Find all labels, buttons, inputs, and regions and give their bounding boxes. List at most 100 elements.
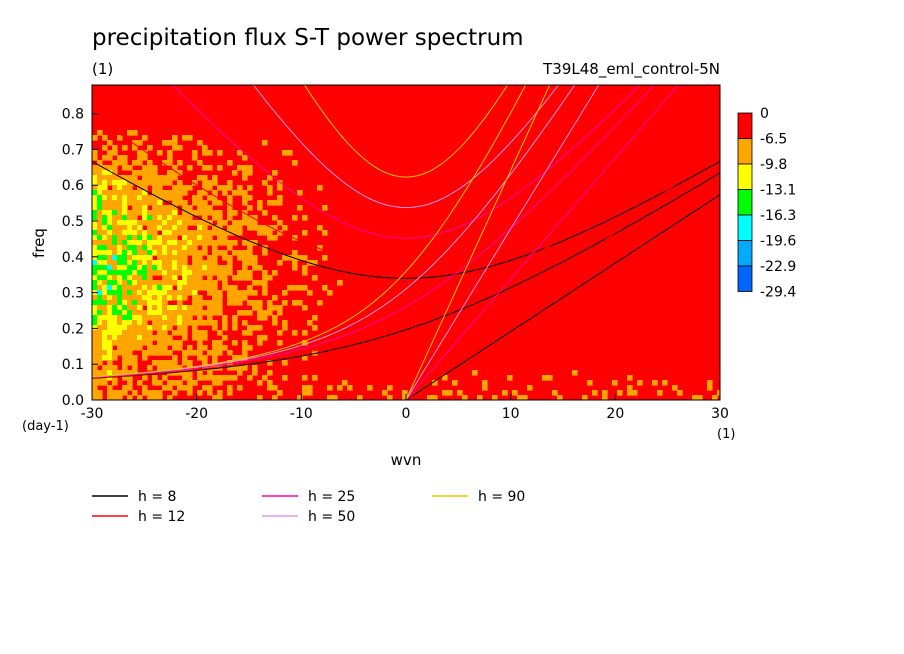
contour-cell [217, 340, 223, 346]
contour-cell [117, 280, 123, 286]
contour-cell [102, 355, 108, 361]
contour-cell [182, 350, 188, 356]
contour-cell [142, 280, 148, 286]
contour-cell [167, 360, 173, 366]
contour-cell [162, 260, 168, 266]
contour-cell [137, 140, 143, 146]
contour-cell [292, 235, 298, 241]
contour-cell [237, 185, 243, 191]
colorbar-label: -29.4 [760, 285, 796, 301]
contour-cell [202, 180, 208, 186]
contour-cell [147, 195, 153, 201]
contour-cell [162, 140, 168, 146]
contour-cell [122, 345, 128, 351]
contour-cell [297, 300, 303, 306]
contour-cell [102, 205, 108, 211]
contour-cell [617, 390, 623, 396]
contour-cell [127, 225, 133, 231]
units-label: (1) [92, 60, 113, 78]
contour-cell [242, 290, 248, 296]
contour-cell [302, 355, 308, 361]
contour-cell [167, 175, 173, 181]
contour-cell [172, 225, 178, 231]
contour-cell [182, 230, 188, 236]
contour-cell [187, 375, 193, 381]
contour-cell [142, 155, 148, 161]
contour-cell [172, 340, 178, 346]
contour-cell [122, 325, 128, 331]
contour-cell [167, 275, 173, 281]
contour-cell [202, 320, 208, 326]
contour-cell [452, 380, 458, 386]
contour-cell [177, 345, 183, 351]
contour-cell [167, 215, 173, 221]
contour-cell [97, 200, 103, 206]
contour-cell [177, 180, 183, 186]
contour-cell [112, 255, 118, 261]
contour-cell [112, 150, 118, 156]
x-unit-label: (1) [717, 427, 735, 442]
contour-cell [197, 235, 203, 241]
contour-cell [102, 310, 108, 316]
contour-cell [447, 390, 453, 396]
contour-cell [167, 285, 173, 291]
contour-cell [217, 345, 223, 351]
contour-cell [172, 265, 178, 271]
contour-cell [317, 225, 323, 231]
contour-cell [272, 170, 278, 176]
contour-cell [212, 310, 218, 316]
legend-label: h = 12 [138, 509, 185, 525]
contour-cell [157, 285, 163, 291]
contour-cell [177, 195, 183, 201]
contour-cell [187, 210, 193, 216]
contour-cell [92, 205, 98, 211]
contour-cell [152, 245, 158, 251]
colorbar-label: 0 [760, 106, 769, 122]
contour-cell [222, 280, 228, 286]
contour-cell [152, 290, 158, 296]
contour-cell [92, 335, 98, 341]
contour-cell [257, 265, 263, 271]
contour-cell [222, 220, 228, 226]
contour-cell [192, 245, 198, 251]
contour-cell [157, 350, 163, 356]
contour-cell [172, 365, 178, 371]
contour-cell [172, 185, 178, 191]
contour-cell [92, 180, 98, 186]
contour-cell [187, 350, 193, 356]
contour-cell [137, 180, 143, 186]
contour-cell [127, 255, 133, 261]
contour-cell [257, 280, 263, 286]
contour-cell [157, 345, 163, 351]
contour-cell [147, 235, 153, 241]
contour-cell [272, 295, 278, 301]
contour-cell [117, 300, 123, 306]
contour-cell [277, 180, 283, 186]
contour-cell [207, 205, 213, 211]
contour-cell [242, 275, 248, 281]
contour-cell [122, 365, 128, 371]
contour-cell [112, 240, 118, 246]
contour-cell [167, 295, 173, 301]
contour-cell [242, 365, 248, 371]
contour-cell [152, 215, 158, 221]
contour-cell [92, 305, 98, 311]
contour-cell [152, 230, 158, 236]
contour-cell [122, 175, 128, 181]
contour-cell [142, 385, 148, 391]
contour-cell [157, 325, 163, 331]
contour-cell [112, 185, 118, 191]
contour-cell [142, 165, 148, 171]
contour-cell [102, 265, 108, 271]
contour-cell [132, 250, 138, 256]
contour-cell [112, 335, 118, 341]
contour-cell [102, 135, 108, 141]
contour-cell [107, 175, 113, 181]
contour-cell [112, 300, 118, 306]
contour-cell [102, 230, 108, 236]
contour-cell [147, 365, 153, 371]
contour-cell [297, 190, 303, 196]
contour-cell [132, 190, 138, 196]
contour-cell [97, 210, 103, 216]
contour-cell [302, 330, 308, 336]
